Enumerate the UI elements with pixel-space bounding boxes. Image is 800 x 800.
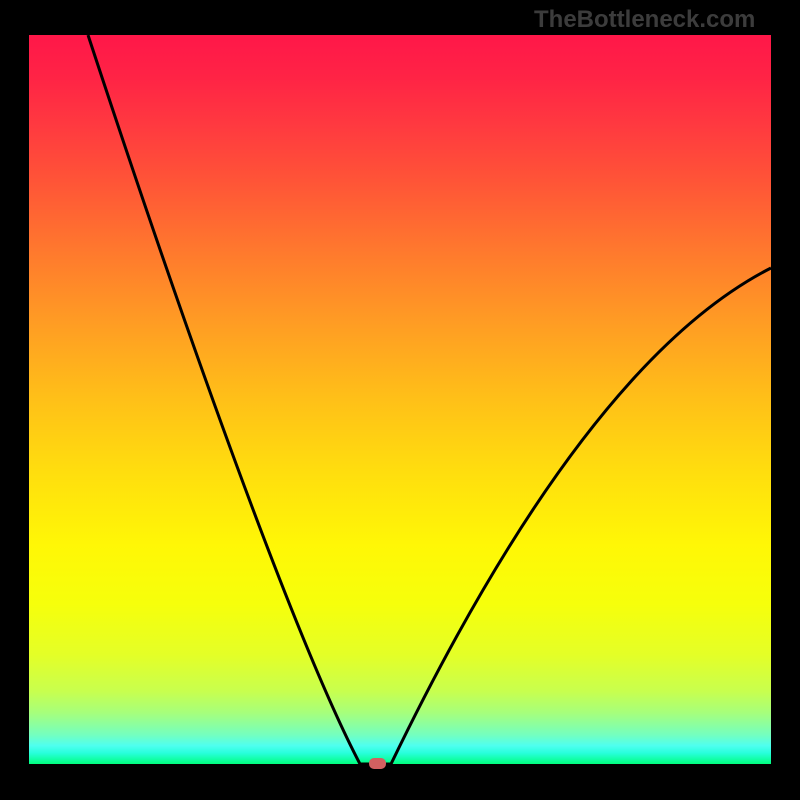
bottleneck-curve: [88, 35, 771, 764]
chart-curve-svg: [0, 0, 800, 800]
optimum-marker: [369, 758, 386, 769]
watermark-text: TheBottleneck.com: [534, 6, 755, 34]
